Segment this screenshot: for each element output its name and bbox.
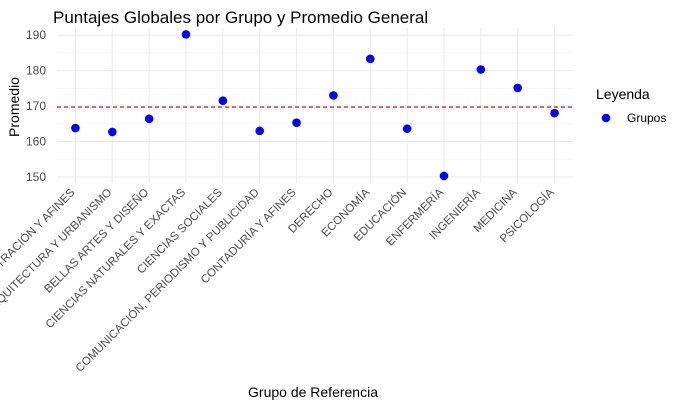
data-point bbox=[513, 83, 523, 93]
data-point bbox=[329, 91, 338, 100]
x-tick-label: CIENCIAS NATURALES Y EXACTAS bbox=[44, 186, 189, 331]
legend-key-grupos bbox=[601, 113, 611, 123]
x-axis-title: Grupo de Referencia bbox=[248, 384, 378, 400]
legend: Leyenda Grupos bbox=[596, 86, 666, 125]
data-point bbox=[255, 126, 265, 136]
data-point bbox=[71, 123, 80, 133]
y-tick-label: 150 bbox=[26, 170, 46, 184]
data-point bbox=[292, 118, 301, 128]
data-point bbox=[439, 171, 449, 181]
data-point bbox=[550, 108, 559, 118]
data-point bbox=[181, 30, 191, 39]
data-point bbox=[218, 96, 228, 106]
data-point bbox=[144, 114, 154, 124]
y-tick-label: 160 bbox=[26, 135, 46, 149]
chart-title: Puntajes Globales por Grupo y Promedio G… bbox=[53, 8, 428, 27]
data-point bbox=[402, 124, 412, 134]
legend-label-grupos: Grupos bbox=[627, 111, 666, 125]
y-axis-ticks: 150 160 170 180 190 bbox=[26, 28, 46, 184]
y-tick-label: 190 bbox=[26, 28, 46, 42]
legend-title: Leyenda bbox=[596, 86, 650, 102]
data-point bbox=[107, 127, 117, 137]
plot-grid bbox=[57, 28, 573, 183]
y-tick-label: 180 bbox=[26, 64, 46, 78]
data-point bbox=[365, 54, 375, 64]
data-points bbox=[71, 30, 559, 181]
y-axis-title: Promedio bbox=[6, 77, 22, 137]
y-tick-label: 170 bbox=[26, 99, 46, 113]
data-point bbox=[476, 65, 486, 74]
